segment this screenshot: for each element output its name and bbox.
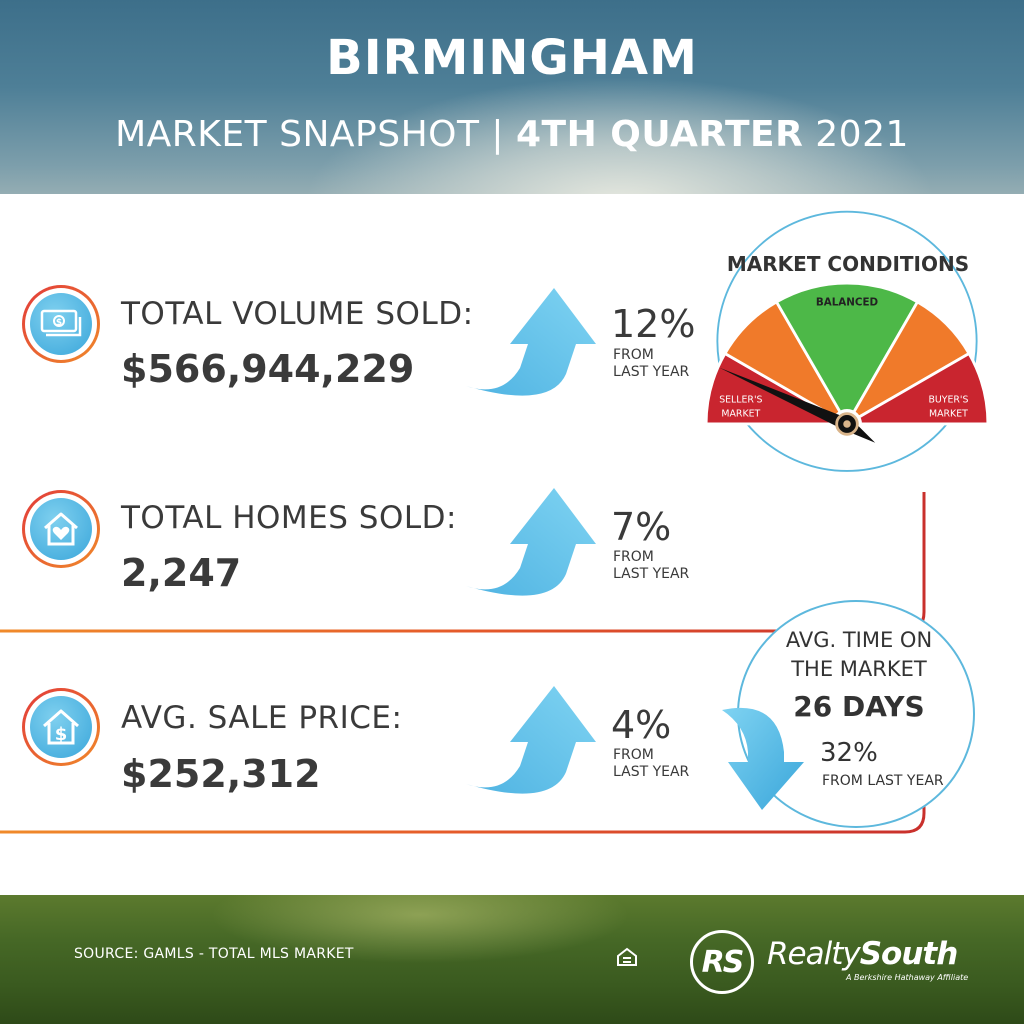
subtitle-year: 2021 [803, 114, 909, 155]
page-title: BIRMINGHAM [326, 30, 698, 86]
volume-from: FROM LAST YEAR [613, 347, 689, 381]
price-change: 4% [611, 703, 672, 747]
time-on-market-from: FROM LAST YEAR [822, 773, 944, 789]
homes-change: 7% [611, 505, 672, 549]
volume-label: TOTAL VOLUME SOLD: [121, 296, 474, 332]
logo-mark-text: RS [701, 944, 745, 980]
price-icon-badge: $ [22, 688, 100, 766]
time-on-market-line-1: AVG. TIME ON [785, 628, 933, 652]
price-from: FROM LAST YEAR [613, 747, 689, 781]
homes-value: 2,247 [121, 551, 242, 595]
price-label: AVG. SALE PRICE: [121, 700, 403, 736]
time-on-market-change: 32% [820, 738, 878, 768]
market-conditions-gauge: BALANCED SELLER'S MARKET BUYER'S MARKET [704, 210, 990, 472]
logo-name-bold: South [859, 936, 959, 972]
logo-tagline: A Berkshire Hathaway Affiliate [846, 973, 969, 982]
subtitle-quarter: 4TH QUARTER [515, 114, 804, 155]
gauge-segment-buyer [841, 351, 990, 426]
gauge-label-balanced: BALANCED [816, 297, 879, 309]
homes-from-2: LAST YEAR [613, 566, 690, 582]
realtysouth-logo-mark: RS [690, 930, 754, 994]
page-subtitle: MARKET SNAPSHOT | 4TH QUARTER 2021 [0, 114, 1024, 155]
header-sky-banner [0, 0, 1024, 194]
gauge-label-buyer-1: BUYER'S [928, 394, 968, 405]
volume-from-1: FROM [613, 347, 654, 363]
arrow-up-icon [466, 288, 596, 396]
house-heart-icon [44, 512, 78, 546]
gauge-label-buyer-2: MARKET [929, 408, 968, 419]
homes-from-1: FROM [613, 549, 654, 565]
gauge-segment-balanced [774, 281, 920, 427]
price-value: $252,312 [121, 752, 321, 796]
gauge-label-seller-2: MARKET [721, 408, 760, 419]
homes-from: FROM LAST YEAR [613, 549, 689, 583]
price-from-2: LAST YEAR [613, 764, 690, 780]
svg-text:$: $ [55, 724, 68, 745]
logo-name-regular: Realty [767, 936, 861, 972]
money-stack-icon: $ [40, 309, 82, 337]
house-dollar-icon: $ [43, 709, 79, 745]
arrow-down-icon [722, 707, 804, 810]
realtysouth-logo-name: RealtySouth [767, 936, 959, 972]
arrow-up-icon [466, 488, 596, 596]
volume-change: 12% [611, 302, 696, 346]
market-conditions-title: MARKET CONDITIONS [726, 252, 970, 276]
gauge-label-seller-1: SELLER'S [719, 394, 762, 405]
volume-value: $566,944,229 [121, 347, 415, 391]
volume-icon-badge: $ [22, 285, 100, 363]
divider-row-3 [0, 800, 926, 834]
equal-housing-icon [617, 947, 637, 966]
footer-grass-banner [0, 895, 1024, 1024]
subtitle-prefix: MARKET SNAPSHOT | [115, 114, 516, 155]
price-from-1: FROM [613, 747, 654, 763]
source-note: SOURCE: GAMLS - TOTAL MLS MARKET [74, 946, 354, 962]
homes-label: TOTAL HOMES SOLD: [121, 500, 457, 536]
time-on-market-line-2: THE MARKET [791, 657, 927, 681]
homes-icon-badge [22, 490, 100, 568]
volume-from-2: LAST YEAR [613, 364, 690, 380]
svg-text:$: $ [56, 318, 62, 328]
time-on-market-value: 26 DAYS [793, 690, 925, 723]
arrow-up-icon [466, 686, 596, 794]
